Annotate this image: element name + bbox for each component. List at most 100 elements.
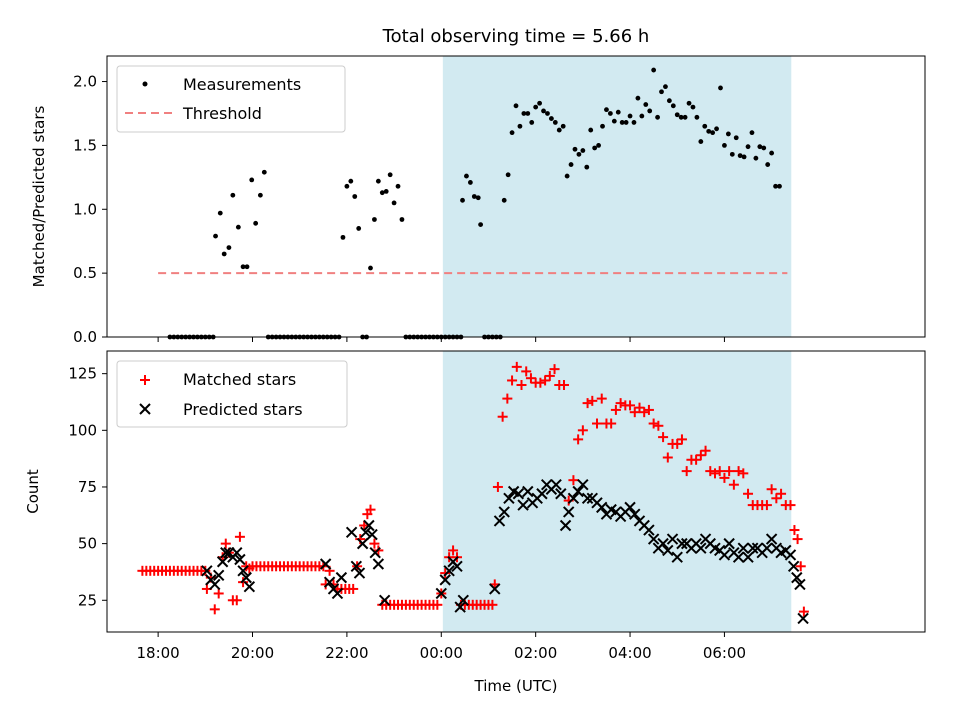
predicted-star-point-b <box>562 506 575 518</box>
predicted-star-point-b <box>550 478 562 491</box>
legend-measurements-marker <box>142 81 148 87</box>
x-tick-label: 22:00 <box>325 644 368 662</box>
measurement-point <box>607 111 613 116</box>
predicted-star-point <box>695 542 707 554</box>
measurement-point <box>541 108 546 114</box>
predicted-star-point <box>234 553 246 566</box>
ratio-legend-box <box>116 65 346 133</box>
measurement-point <box>509 130 515 136</box>
predicted-star-point-b <box>366 528 378 541</box>
matched-star-point <box>776 488 787 499</box>
legend-threshold-label: Threshold <box>182 104 262 123</box>
predicted-star-point <box>331 587 344 600</box>
measurement-point <box>777 183 782 189</box>
predicted-star-point <box>363 519 375 532</box>
measurement-point <box>572 146 578 152</box>
measurement-point <box>552 120 558 125</box>
measurement-point <box>576 151 582 157</box>
measurement-point <box>556 127 562 133</box>
measurement-point <box>261 169 267 175</box>
predicted-star-point-b <box>657 537 669 550</box>
measurement-point <box>659 89 664 95</box>
predicted-star-point-b <box>572 485 584 498</box>
measurement-point <box>387 172 393 178</box>
matched-star-point <box>738 468 749 479</box>
matched-star-point <box>558 379 569 390</box>
measurement-point <box>244 264 250 270</box>
count-x-ticks: 18:00 20:00 22:00 00:00 02:00 04:00 06:00 <box>137 632 746 662</box>
measurement-point <box>757 144 763 150</box>
predicted-star-point-b <box>378 594 391 606</box>
measurement-point <box>221 251 227 257</box>
matched-star-point <box>653 420 664 431</box>
matched-star-point <box>220 538 231 549</box>
measurement-point <box>706 128 712 134</box>
matched-star-point <box>516 379 527 390</box>
count-panel: 25 50 75 100 125 18:00 20:00 22:00 00:00 02:00 04… <box>24 350 926 695</box>
measurement-point <box>698 139 704 144</box>
predicted-star-point <box>439 574 451 586</box>
measurement-point <box>513 103 519 109</box>
predicted-star-point <box>791 571 803 584</box>
predicted-star-point-b <box>231 546 243 559</box>
measurement-point <box>348 178 354 184</box>
matched-star-point <box>719 472 730 483</box>
predicted-star-point-b <box>605 503 617 516</box>
matched-star-point <box>209 604 220 615</box>
ratio-y-axis-label: Matched/Predicted stars <box>30 106 48 288</box>
predicted-star-point-b <box>559 519 572 532</box>
ratio-legend: Measurements Threshold <box>116 65 346 133</box>
predicted-star-point-b <box>216 556 229 568</box>
measurement-point <box>745 144 751 150</box>
measurement-point <box>655 114 660 120</box>
measurement-point <box>600 123 605 129</box>
matched-star-point <box>795 561 806 572</box>
predicted-star-point <box>747 542 759 554</box>
legend-x-glyph <box>139 403 151 415</box>
matched-star-point <box>525 373 536 384</box>
ratio-y-tick-label: 1.5 <box>73 136 97 154</box>
predicted-star-point-b <box>536 488 548 500</box>
predicted-star-point-b <box>784 549 797 561</box>
predicted-star-point <box>666 533 679 545</box>
measurement-point <box>383 188 389 194</box>
measurement-point <box>235 224 241 230</box>
predicted-star-point <box>624 501 636 514</box>
matched-star-point <box>568 475 579 486</box>
measurement-point <box>352 194 358 199</box>
count-legend: Matched stars Predicted stars <box>116 360 348 428</box>
measurement-point <box>517 123 523 129</box>
predicted-star-point <box>643 524 655 536</box>
predicted-star-point <box>536 488 548 500</box>
shaded-observing-region <box>442 351 792 632</box>
measurement-point <box>651 67 657 73</box>
predicted-star-point <box>723 537 735 550</box>
predicted-star-point <box>732 551 745 563</box>
matched-star-point <box>643 404 654 415</box>
matched-star-point <box>596 393 607 404</box>
predicted-star-point-b <box>791 571 803 584</box>
matched-star-point <box>625 400 636 411</box>
predicted-star-point-b <box>507 485 520 498</box>
predicted-star-point-b <box>797 612 809 625</box>
matched-star-point <box>573 434 584 445</box>
measurement-point <box>464 173 469 179</box>
measurement-point <box>375 178 381 184</box>
matched-star-point <box>440 568 451 579</box>
x-tick-label: 00:00 <box>420 644 463 662</box>
predicted-star-point <box>237 565 249 577</box>
predicted-star-point-b <box>435 587 447 600</box>
measurement-point <box>588 127 594 133</box>
matched-star-point <box>448 545 459 556</box>
predicted-star-point-b <box>489 583 501 595</box>
count-y-tick-label: 100 <box>68 421 97 439</box>
matched-star-point <box>507 375 518 386</box>
predicted-star-point-b <box>201 565 213 577</box>
predicted-star-point <box>435 587 447 600</box>
predicted-star-point-b <box>742 551 754 563</box>
measurement-point <box>725 131 731 137</box>
count-y-tick-label: 125 <box>68 365 97 383</box>
matched-star-point <box>714 466 725 477</box>
matched-star-point <box>700 445 711 456</box>
predicted-star-point-b <box>369 546 381 559</box>
